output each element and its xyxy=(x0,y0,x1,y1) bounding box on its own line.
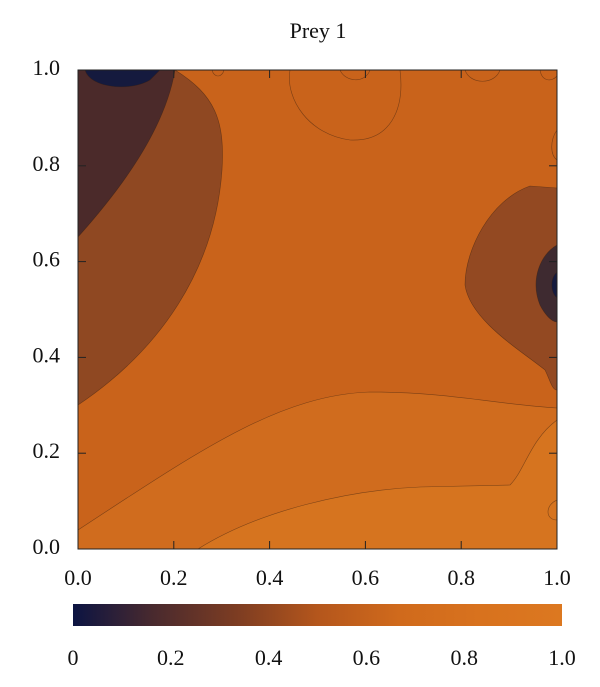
x-tick-label: 0.6 xyxy=(352,565,380,590)
y-tick-label: 0.8 xyxy=(33,151,61,176)
contour-line xyxy=(539,70,557,81)
contour-region xyxy=(535,244,557,323)
y-tick-label: 0.0 xyxy=(33,534,61,559)
x-tick-label: 0.4 xyxy=(256,565,284,590)
contour-region xyxy=(84,70,161,88)
colorbar xyxy=(73,604,562,626)
colorbar-tick-label: 1.0 xyxy=(548,645,576,670)
colorbar-tick-label: 0.4 xyxy=(255,645,283,670)
contour-line xyxy=(547,499,557,521)
contour-line xyxy=(211,70,225,77)
x-tick-label: 1.0 xyxy=(543,565,571,590)
colorbar-tick-label: 0.6 xyxy=(353,645,381,670)
contour-region xyxy=(464,185,557,391)
plot-frame xyxy=(77,69,558,550)
y-tick-label: 0.4 xyxy=(33,342,61,367)
x-tick-label: 0.2 xyxy=(160,565,188,590)
contour-line xyxy=(464,70,501,82)
contour-line xyxy=(289,70,402,141)
contour-line xyxy=(551,129,557,161)
contour-region xyxy=(197,419,557,549)
colorbar-tick-label: 0.8 xyxy=(450,645,478,670)
contour-field xyxy=(78,70,557,549)
y-tick-label: 0.2 xyxy=(33,438,61,463)
colorbar-tick-label: 0 xyxy=(68,645,79,670)
colorbar-tick-label: 0.2 xyxy=(157,645,185,670)
x-tick-label: 0.0 xyxy=(64,565,92,590)
y-tick-label: 0.6 xyxy=(33,247,61,272)
x-tick-label: 0.8 xyxy=(447,565,475,590)
contour-line xyxy=(339,70,371,81)
chart-title: Prey 1 xyxy=(290,18,347,43)
contour-region xyxy=(78,70,176,238)
y-tick-label: 1.0 xyxy=(33,55,61,80)
